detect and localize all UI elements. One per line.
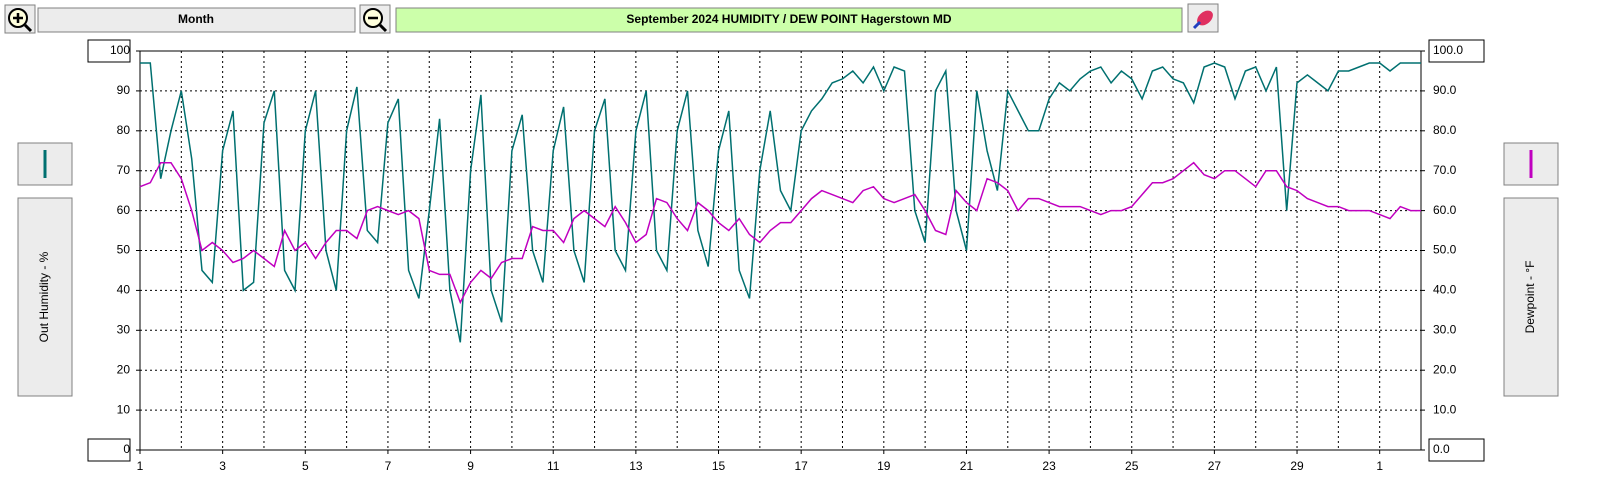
series-line <box>140 62 1421 343</box>
y2-tick-label: 50.0 <box>1433 243 1457 257</box>
x-tick-label: 25 <box>1125 459 1139 473</box>
y-tick-label: 70 <box>117 163 131 177</box>
x-tick-label: 1 <box>1376 459 1383 473</box>
series-line <box>139 161 1421 305</box>
x-tick-label: 3 <box>219 459 226 473</box>
y-axis-label: Out Humidity - % <box>37 251 51 342</box>
y2-tick-label: 0.0 <box>1433 442 1450 456</box>
y-tick-label: 10 <box>117 402 131 416</box>
x-tick-label: 29 <box>1290 459 1304 473</box>
axis-button[interactable] <box>1503 197 1559 397</box>
zoom-out[interactable] <box>359 4 391 34</box>
y2-tick-label: 80.0 <box>1433 123 1457 137</box>
y-tick-label: 30 <box>117 322 131 336</box>
x-tick-label: 7 <box>385 459 392 473</box>
y2-tick-label: 90.0 <box>1433 83 1457 97</box>
zoom-in[interactable] <box>4 4 36 34</box>
x-tick-label: 21 <box>960 459 974 473</box>
x-tick-label: 27 <box>1208 459 1222 473</box>
period-button[interactable] <box>37 7 356 33</box>
axis-button[interactable] <box>17 197 73 397</box>
y2-tick-label: 100.0 <box>1433 43 1463 57</box>
title-box <box>395 7 1183 33</box>
tick-box <box>87 39 131 63</box>
chart-title: September 2024 HUMIDITY / DEW POINT Hage… <box>626 12 952 26</box>
y-tick-label: 80 <box>117 123 131 137</box>
x-tick-label: 15 <box>712 459 726 473</box>
y-tick-label: 60 <box>117 203 131 217</box>
y-tick-label: 90 <box>117 83 131 97</box>
y-tick-label: 100 <box>110 43 130 57</box>
y2-tick-label: 20.0 <box>1433 362 1457 376</box>
x-tick-label: 13 <box>629 459 643 473</box>
x-tick-label: 1 <box>137 459 144 473</box>
y2-tick-label: 70.0 <box>1433 163 1457 177</box>
x-tick-label: 11 <box>547 459 560 473</box>
y-tick-label: 40 <box>117 283 131 297</box>
y-tick-label: 50 <box>117 243 131 257</box>
y2-tick-label: 10.0 <box>1433 402 1457 416</box>
y2-tick-label: 30.0 <box>1433 322 1457 336</box>
y2-axis-label: Dewpoint - °F <box>1523 261 1537 334</box>
tick-box <box>1428 39 1485 63</box>
x-tick-label: 9 <box>467 459 474 473</box>
settings-icon[interactable] <box>1187 3 1219 33</box>
x-tick-label: 17 <box>794 459 808 473</box>
y2-tick-label: 40.0 <box>1433 283 1457 297</box>
x-tick-label: 5 <box>302 459 309 473</box>
x-tick-label: 23 <box>1042 459 1056 473</box>
tick-box <box>1428 438 1485 462</box>
y-tick-label: 20 <box>117 362 131 376</box>
y2-tick-label: 60.0 <box>1433 203 1457 217</box>
y-tick-label: 0 <box>123 442 130 456</box>
x-tick-label: 19 <box>877 459 891 473</box>
tick-box <box>87 438 131 462</box>
period-label: Month <box>178 12 214 26</box>
